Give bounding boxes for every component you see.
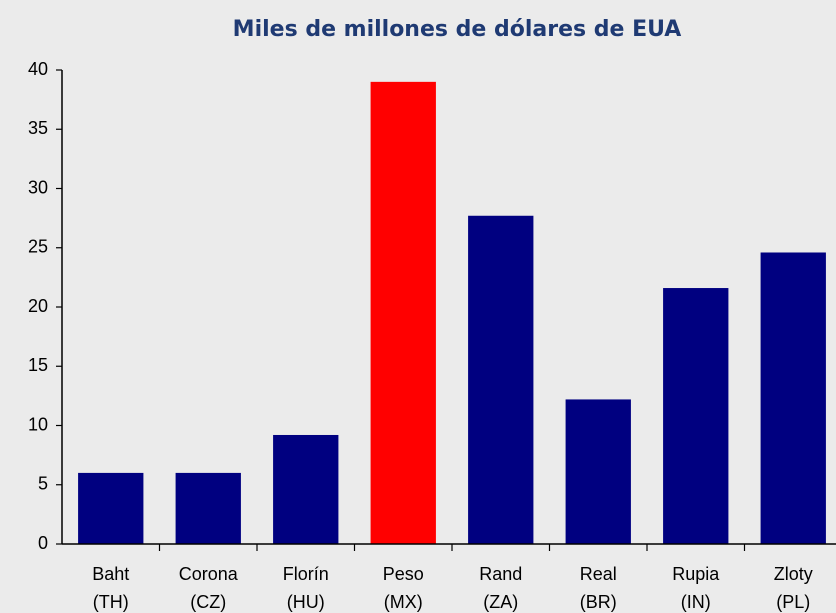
y-tick-label: 20 xyxy=(28,296,48,316)
y-tick-label: 0 xyxy=(38,533,48,553)
x-tick-label: Florín xyxy=(283,564,329,584)
y-tick-label: 15 xyxy=(28,355,48,375)
x-tick-label: Baht xyxy=(92,564,129,584)
bar xyxy=(273,434,339,544)
y-tick-label: 30 xyxy=(28,177,48,197)
bar xyxy=(663,288,729,544)
x-tick-label: Rand xyxy=(479,564,522,584)
y-tick-label: 5 xyxy=(38,474,48,494)
y-tick-label: 25 xyxy=(28,237,48,257)
bar xyxy=(565,399,631,544)
x-tick-label: Real xyxy=(580,564,617,584)
y-tick-label: 40 xyxy=(28,59,48,79)
x-tick-label: (PL) xyxy=(776,592,810,612)
x-tick-label: Zloty xyxy=(774,564,813,584)
y-tick-label: 10 xyxy=(28,414,48,434)
x-tick-label: Rupia xyxy=(672,564,720,584)
bar xyxy=(78,472,144,544)
x-tick-label: Peso xyxy=(383,564,424,584)
x-tick-label: (TH) xyxy=(93,592,129,612)
chart-title: Miles de millones de dólares de EUA xyxy=(233,17,682,42)
bar xyxy=(468,215,534,544)
x-tick-label: Corona xyxy=(179,564,239,584)
y-tick-label: 35 xyxy=(28,118,48,138)
x-tick-label: (ZA) xyxy=(483,592,518,612)
bar xyxy=(175,472,241,544)
x-tick-label: (HU) xyxy=(287,592,325,612)
x-tick-label: (BR) xyxy=(580,592,617,612)
bar xyxy=(370,81,436,544)
x-tick-label: (MX) xyxy=(384,592,423,612)
x-tick-label: (CZ) xyxy=(190,592,226,612)
x-tick-label: (IN) xyxy=(681,592,711,612)
bar xyxy=(760,252,826,545)
